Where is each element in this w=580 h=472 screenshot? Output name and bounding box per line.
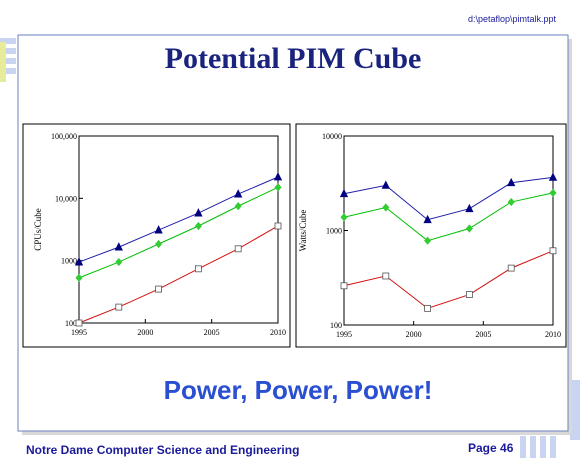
plot-area: [78, 135, 279, 324]
series-line: [343, 192, 554, 242]
marker: [507, 264, 515, 272]
marker: [274, 183, 282, 192]
marker: [155, 285, 163, 293]
marker: [424, 236, 432, 245]
decoration: [0, 38, 580, 458]
marker: [154, 225, 163, 234]
marker: [340, 282, 348, 290]
chart-box: [22, 123, 291, 348]
y-tick-label: 100,000: [51, 132, 77, 141]
marker: [339, 188, 349, 198]
marker: [274, 222, 282, 230]
chart-box: [295, 123, 567, 348]
series-line: [78, 225, 279, 324]
y-axis-label: Watts/Cube: [298, 210, 308, 252]
chart: 100 1000 10000 1995 2000 2005 2010 Watts/Cube: [295, 123, 567, 348]
page-number: Page 46: [468, 441, 514, 455]
file-path: d:\petaflop\pimtalk.ppt: [468, 14, 557, 24]
marker: [194, 221, 202, 231]
x-tick-label: 2010: [270, 328, 286, 337]
marker: [155, 239, 163, 249]
marker: [115, 257, 123, 267]
y-tick-label: 100: [65, 319, 77, 328]
marker: [465, 291, 473, 298]
marker: [423, 214, 432, 224]
series-line: [343, 176, 554, 221]
marker: [234, 202, 242, 211]
marker: [340, 213, 348, 222]
x-tick-label: 1995: [71, 328, 87, 337]
marker: [549, 188, 557, 198]
marker: [549, 247, 557, 255]
x-tick-label: 2005: [475, 330, 491, 339]
marker: [548, 172, 558, 181]
series-line: [78, 186, 279, 279]
chart: 100 1000 10,000 100,000 1995 2000 2005 2010 CPUs…: [22, 123, 291, 348]
marker: [75, 319, 83, 327]
x-tick-label: 2010: [545, 330, 561, 339]
footer-text: Notre Dame Computer Science and Engineer…: [26, 443, 299, 457]
y-tick-label: 100: [330, 321, 342, 330]
marker: [273, 172, 283, 181]
marker: [507, 197, 515, 207]
marker: [381, 180, 390, 189]
x-tick-label: 2000: [406, 330, 422, 339]
marker: [424, 304, 432, 312]
marker: [465, 203, 474, 213]
marker: [234, 245, 242, 253]
marker: [382, 272, 390, 280]
x-tick-label: 1995: [336, 330, 352, 339]
marker: [382, 203, 390, 212]
marker: [114, 242, 123, 251]
y-tick-label: 1000: [61, 257, 77, 266]
x-tick-label: 2000: [137, 328, 153, 337]
x-tick-label: 2005: [204, 328, 220, 337]
series-line: [343, 250, 554, 309]
marker: [194, 208, 203, 217]
marker: [115, 303, 123, 311]
marker: [507, 177, 516, 187]
marker: [75, 273, 83, 282]
marker: [465, 224, 473, 233]
marker: [74, 257, 84, 266]
y-tick-label: 10000: [322, 132, 342, 141]
series-line: [78, 176, 279, 263]
tagline: Power, Power, Power!: [164, 375, 433, 405]
y-tick-label: 1000: [326, 227, 342, 236]
y-axis-label: CPUs/Cube: [33, 208, 43, 251]
y-tick-label: 10,000: [55, 194, 77, 203]
marker: [194, 265, 202, 273]
slide-title: Potential PIM Cube: [165, 42, 422, 75]
marker: [234, 189, 243, 198]
